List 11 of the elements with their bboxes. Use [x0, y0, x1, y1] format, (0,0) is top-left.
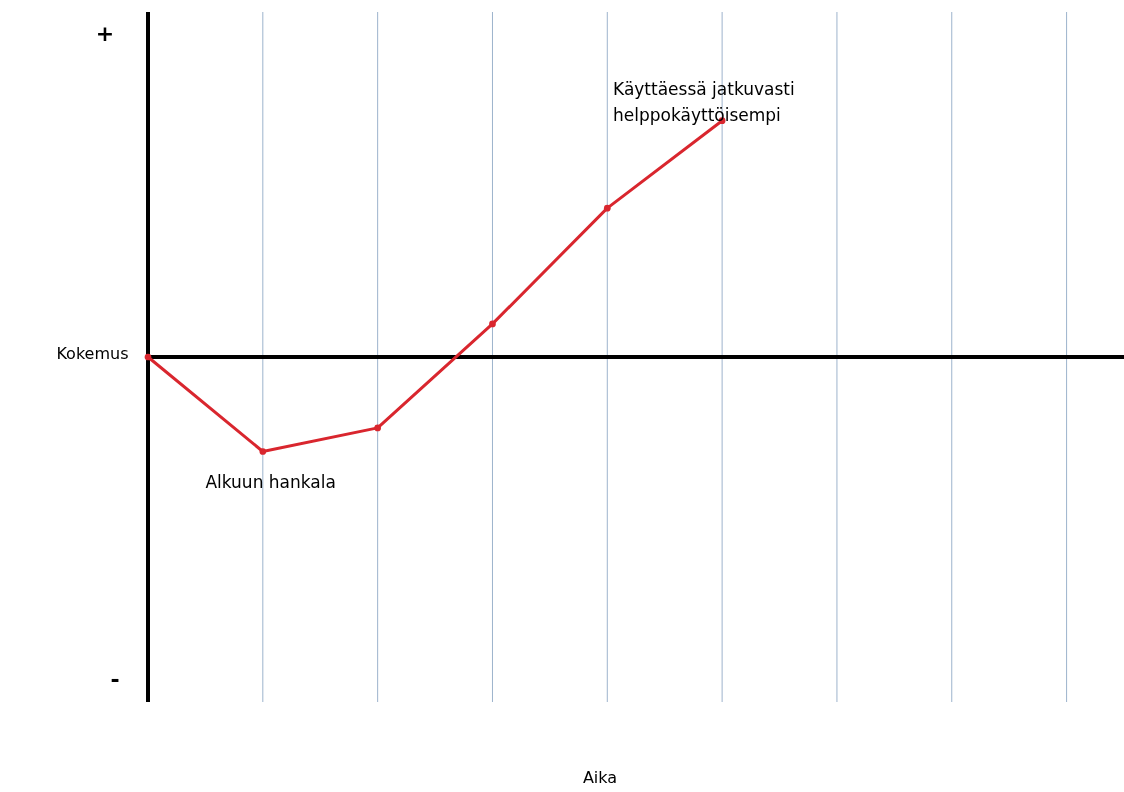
text: Aika [582, 768, 618, 787]
point [489, 320, 496, 328]
annotation: Käyttäessä jatkuvasti helppokäyttöisempi [613, 79, 795, 126]
point [144, 353, 152, 361]
text: - [110, 667, 120, 692]
point [259, 448, 267, 455]
text: + [95, 21, 115, 46]
text: Alkuun hankala [205, 472, 336, 493]
point [374, 424, 381, 432]
point [603, 204, 611, 212]
y-axis-title: Kokemus [56, 343, 129, 363]
